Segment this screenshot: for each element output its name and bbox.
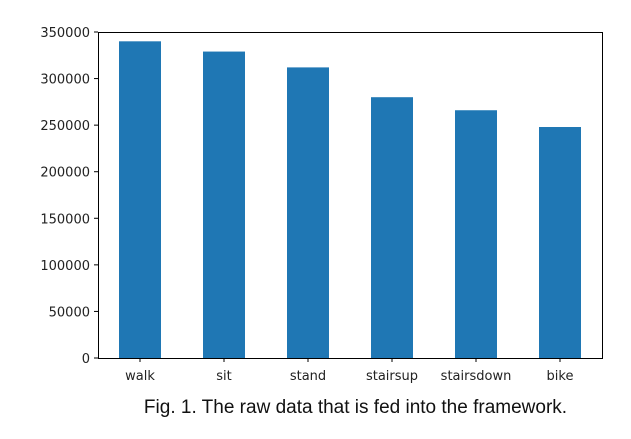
y-tick-label: 100000 — [40, 259, 90, 274]
x-tick-label: stairsdown — [441, 369, 512, 384]
y-tick-label: 300000 — [40, 73, 90, 88]
y-tick-label: 0 — [82, 352, 90, 367]
bar-stairsup — [371, 97, 413, 358]
bar-sit — [203, 51, 245, 359]
y-tick-label: 250000 — [40, 119, 90, 134]
bar-bike — [539, 127, 581, 359]
x-tick-label: stand — [290, 369, 326, 384]
y-tick-label: 350000 — [40, 26, 90, 41]
bars-group — [119, 41, 581, 359]
y-axis: 0 50000 100000 150000 200000 250000 300000 3500… — [40, 26, 98, 367]
x-tick-label: stairsup — [366, 369, 418, 384]
y-tick-label: 50000 — [49, 305, 90, 320]
bar-stairsdown — [455, 110, 497, 359]
x-tick-label: walk — [125, 369, 155, 384]
x-tick-label: bike — [547, 369, 574, 384]
x-axis: walk sit stand stairsup stairsdown bike — [125, 358, 573, 384]
bar-walk — [119, 41, 161, 359]
plot-frame — [98, 32, 603, 359]
y-tick-label: 150000 — [40, 212, 90, 227]
figure-caption: Fig. 1. The raw data that is fed into th… — [143, 397, 568, 418]
y-tick-label: 200000 — [40, 166, 90, 181]
bar-chart: 0 50000 100000 150000 200000 250000 300000 3500… — [40, 26, 603, 384]
x-tick-label: sit — [216, 369, 231, 384]
bar-stand — [287, 67, 329, 358]
